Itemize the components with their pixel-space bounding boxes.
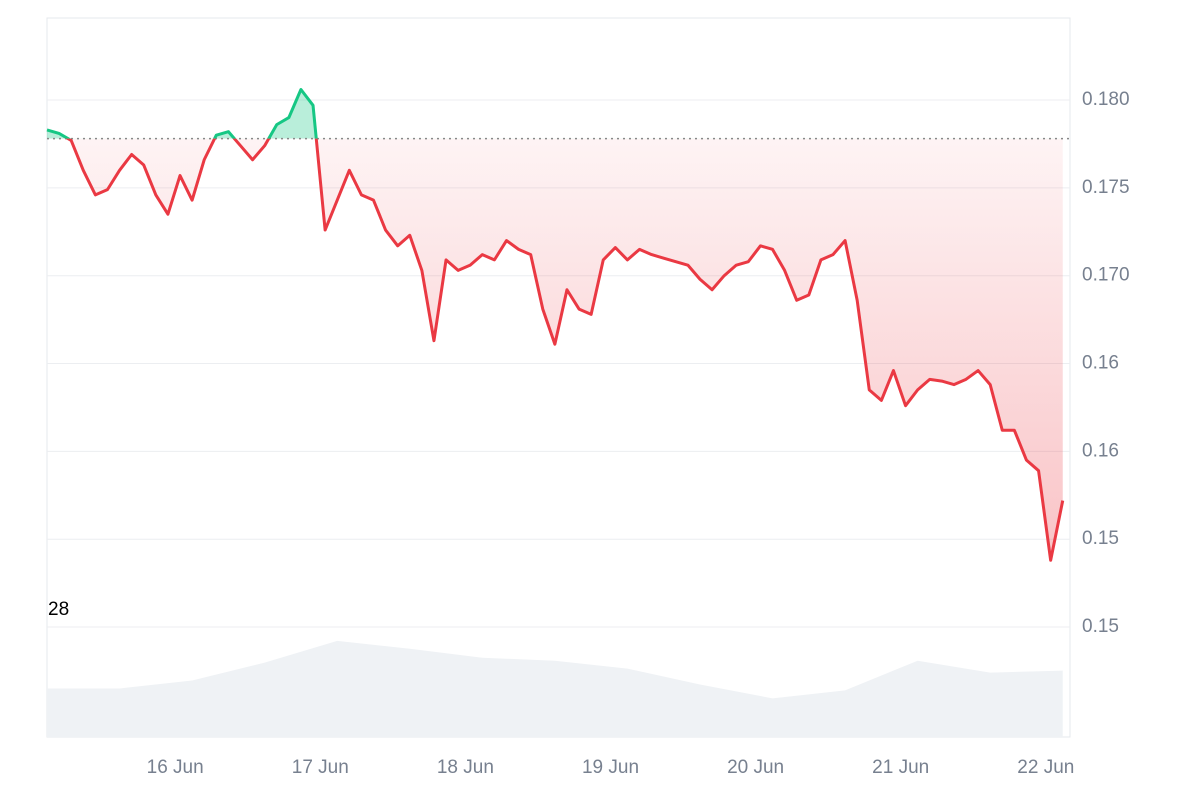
- x-tick-label: 18 Jun: [437, 757, 494, 778]
- area-up: [47, 89, 1063, 139]
- area-down: [68, 138, 1063, 561]
- price-line-up: [46, 87, 318, 139]
- price-line-down: [65, 138, 1065, 562]
- y-tick-label: 0.180: [1082, 89, 1130, 110]
- x-tick-label: 19 Jun: [582, 757, 639, 778]
- y-tick-label: 0.15: [1082, 616, 1119, 637]
- y-tick-label: 0.15: [1082, 528, 1119, 549]
- volume-label: 28: [48, 599, 69, 620]
- x-tick-label: 22 Jun: [1017, 757, 1074, 778]
- volume-area: [47, 640, 1063, 737]
- y-tick-label: 0.175: [1082, 177, 1130, 198]
- x-tick-label: 16 Jun: [147, 757, 204, 778]
- y-tick-label: 0.16: [1082, 353, 1119, 374]
- x-tick-label: 17 Jun: [292, 757, 349, 778]
- x-tick-label: 20 Jun: [727, 757, 784, 778]
- x-tick-label: 21 Jun: [872, 757, 929, 778]
- y-tick-label: 0.170: [1082, 265, 1130, 286]
- y-tick-label: 0.16: [1082, 440, 1119, 461]
